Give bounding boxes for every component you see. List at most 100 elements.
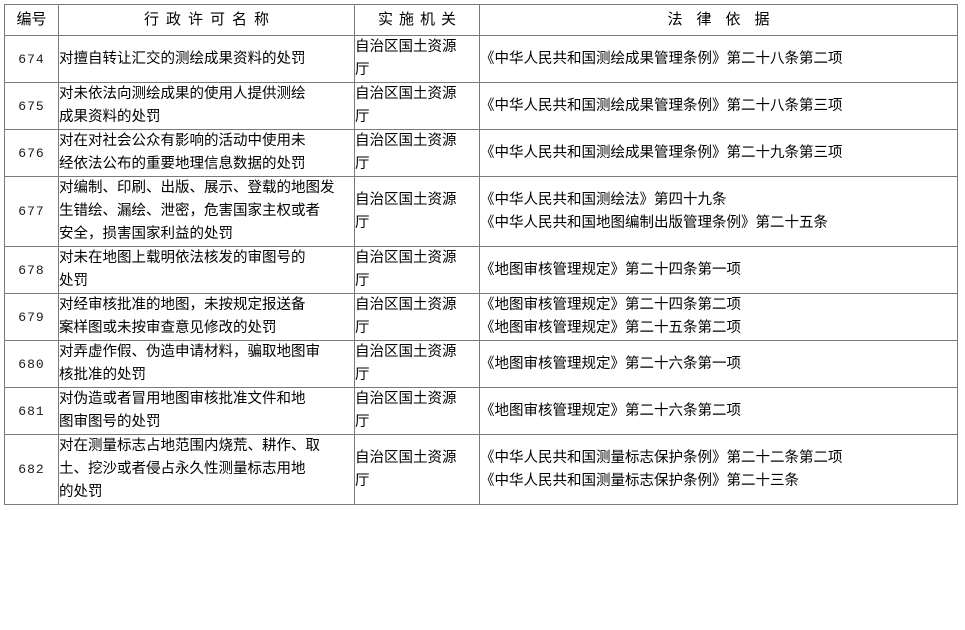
text-line: 对经审核批准的地图，未按规定报送备 [59, 297, 306, 313]
table-row: 682 对在测量标志占地范围内烧荒、耕作、取 土、挖沙或者侵占永久性测量标志用地 的处… [4, 434, 958, 505]
cell-no: 678 [4, 246, 59, 294]
text-line: 厅 [355, 214, 370, 231]
text-line: 的处罚 [59, 484, 103, 500]
text-line: 厅 [355, 367, 370, 383]
text-line: 《地图审核管理规定》第二十六条第一项 [480, 355, 741, 372]
text-line: 对在对社会公众有影响的活动中使用未 [59, 133, 306, 149]
cell-no: 682 [4, 434, 59, 505]
text-line: 核批准的处罚 [59, 367, 146, 383]
text-line: 对编制、印刷、出版、展示、登载的地图发 [59, 180, 335, 196]
cell-implementing-agency: 自治区国土资源厅 [354, 35, 480, 83]
cell-permit-name: 对弄虚作假、伪造申请材料，骗取地图审 核批准的处罚 [58, 340, 355, 388]
text-line: 《中华人民共和国测绘成果管理条例》第二十八条第三项 [480, 97, 843, 114]
cell-permit-name: 对未依法向测绘成果的使用人提供测绘 成果资料的处罚 [58, 82, 355, 130]
text-line: 自治区国土资源 [355, 191, 457, 208]
text-line: 厅 [355, 414, 370, 430]
text-line: 自治区国土资源 [355, 391, 457, 407]
cell-legal-basis: 《地图审核管理规定》第二十四条第二项 《地图审核管理规定》第二十五条第二项 [479, 293, 958, 341]
column-header-org: 实施机关 [354, 4, 480, 36]
table-header-row: 编号 行政许可名称 实施机关 法律依据 [4, 4, 958, 36]
cell-no: 677 [4, 176, 59, 247]
cell-permit-name: 对未在地图上载明依法核发的审图号的 处罚 [58, 246, 355, 294]
table-row: 681 对伪造或者冒用地图审核批准文件和地 图审图号的处罚 自治区国土资源厅《地图审核… [4, 387, 958, 435]
text-line: 对擅自转让汇交的测绘成果资料的处罚 [59, 50, 306, 67]
cell-implementing-agency: 自治区国土资源厅 [354, 434, 480, 505]
cell-permit-name: 对编制、印刷、出版、展示、登载的地图发 生错绘、漏绘、泄密，危害国家主权或者 安全，… [58, 176, 355, 247]
table-header: 编号 行政许可名称 实施机关 法律依据 [4, 4, 958, 36]
text-line: 自治区国土资源 [355, 86, 457, 102]
cell-no: 680 [4, 340, 59, 388]
text-line: 《中华人民共和国测量标志保护条例》第二十二条第二项 [480, 449, 843, 466]
cell-implementing-agency: 自治区国土资源厅 [354, 293, 480, 341]
text-line: 成果资料的处罚 [59, 109, 161, 125]
cell-legal-basis: 《中华人民共和国测量标志保护条例》第二十二条第二项 《中华人民共和国测量标志保护条… [479, 434, 958, 505]
text-line: 处罚 [59, 273, 88, 289]
cell-legal-basis: 《中华人民共和国测绘成果管理条例》第二十八条第三项 [479, 82, 958, 130]
text-line: 自治区国土资源 [355, 250, 457, 266]
text-line: 经依法公布的重要地理信息数据的处罚 [59, 156, 306, 172]
text-line: 《中华人民共和国测绘成果管理条例》第二十九条第三项 [480, 144, 843, 161]
cell-legal-basis: 《中华人民共和国测绘成果管理条例》第二十九条第三项 [479, 129, 958, 177]
table-body: 674 对擅自转让汇交的测绘成果资料的处罚 自治区国土资源厅《中华人民共和国测绘成果… [4, 35, 958, 505]
cell-permit-name: 对在对社会公众有影响的活动中使用未 经依法公布的重要地理信息数据的处罚 [58, 129, 355, 177]
text-line: 《中华人民共和国测量标志保护条例》第二十三条 [480, 472, 799, 489]
administrative-permit-table: 编号 行政许可名称 实施机关 法律依据 674 对擅自转让汇交的测绘成果资料的处罚… [4, 4, 958, 505]
cell-permit-name: 对擅自转让汇交的测绘成果资料的处罚 [58, 35, 355, 83]
cell-implementing-agency: 自治区国土资源厅 [354, 129, 480, 177]
text-line: 《地图审核管理规定》第二十四条第一项 [480, 261, 741, 278]
text-line: 自治区国土资源 [355, 344, 457, 360]
column-header-law: 法律依据 [479, 4, 958, 36]
text-line: 图审图号的处罚 [59, 414, 161, 430]
cell-legal-basis: 《地图审核管理规定》第二十六条第二项 [479, 387, 958, 435]
table-row: 674 对擅自转让汇交的测绘成果资料的处罚 自治区国土资源厅《中华人民共和国测绘成果… [4, 35, 958, 83]
cell-no: 681 [4, 387, 59, 435]
cell-permit-name: 对经审核批准的地图，未按规定报送备 案样图或未按审查意见修改的处罚 [58, 293, 355, 341]
text-line: 对在测量标志占地范围内烧荒、耕作、取 [59, 438, 320, 454]
text-line: 《中华人民共和国测绘成果管理条例》第二十八条第二项 [480, 50, 843, 67]
cell-implementing-agency: 自治区国土资源厅 [354, 82, 480, 130]
cell-legal-basis: 《中华人民共和国测绘法》第四十九条 《中华人民共和国地图编制出版管理条例》第二十五… [479, 176, 958, 247]
text-line: 对未在地图上载明依法核发的审图号的 [59, 250, 306, 266]
table-row: 680 对弄虚作假、伪造申请材料，骗取地图审 核批准的处罚 自治区国土资源厅《地图审核… [4, 340, 958, 388]
cell-implementing-agency: 自治区国土资源厅 [354, 340, 480, 388]
table-row: 677 对编制、印刷、出版、展示、登载的地图发 生错绘、漏绘、泄密，危害国家主权或者… [4, 176, 958, 247]
text-line: 生错绘、漏绘、泄密，危害国家主权或者 [59, 203, 320, 219]
text-line: 案样图或未按审查意见修改的处罚 [59, 320, 277, 336]
text-line: 厅 [355, 273, 370, 289]
text-line: 对弄虚作假、伪造申请材料，骗取地图审 [59, 344, 320, 360]
text-line: 厅 [355, 472, 370, 489]
cell-no: 676 [4, 129, 59, 177]
cell-legal-basis: 《地图审核管理规定》第二十六条第一项 [479, 340, 958, 388]
text-line: 自治区国土资源 [355, 297, 457, 313]
cell-implementing-agency: 自治区国土资源厅 [354, 387, 480, 435]
text-line: 安全，损害国家利益的处罚 [59, 226, 233, 242]
table-row: 678 对未在地图上载明依法核发的审图号的 处罚 自治区国土资源厅《地图审核管理规定》… [4, 246, 958, 294]
table-row: 676 对在对社会公众有影响的活动中使用未 经依法公布的重要地理信息数据的处罚 自治区… [4, 129, 958, 177]
column-header-no: 编号 [4, 4, 59, 36]
text-line: 厅 [355, 109, 370, 125]
text-line: 自治区国土资源 [355, 133, 457, 149]
cell-implementing-agency: 自治区国土资源厅 [354, 176, 480, 247]
cell-implementing-agency: 自治区国土资源厅 [354, 246, 480, 294]
text-line: 《中华人民共和国地图编制出版管理条例》第二十五条 [480, 214, 828, 231]
cell-legal-basis: 《中华人民共和国测绘成果管理条例》第二十八条第二项 [479, 35, 958, 83]
text-line: 《地图审核管理规定》第二十四条第二项 [480, 297, 741, 313]
text-line: 《地图审核管理规定》第二十六条第二项 [480, 402, 741, 419]
cell-no: 679 [4, 293, 59, 341]
cell-permit-name: 对在测量标志占地范围内烧荒、耕作、取 土、挖沙或者侵占永久性测量标志用地 的处罚 [58, 434, 355, 505]
text-line: 厅 [355, 320, 370, 336]
text-line: 自治区国土资源 [355, 39, 457, 55]
column-header-name: 行政许可名称 [58, 4, 355, 36]
text-line: 对未依法向测绘成果的使用人提供测绘 [59, 86, 306, 102]
cell-no: 674 [4, 35, 59, 83]
cell-no: 675 [4, 82, 59, 130]
cell-permit-name: 对伪造或者冒用地图审核批准文件和地 图审图号的处罚 [58, 387, 355, 435]
text-line: 厅 [355, 156, 370, 172]
text-line: 对伪造或者冒用地图审核批准文件和地 [59, 391, 306, 407]
text-line: 自治区国土资源 [355, 449, 457, 466]
text-line: 土、挖沙或者侵占永久性测量标志用地 [59, 461, 306, 477]
cell-legal-basis: 《地图审核管理规定》第二十四条第一项 [479, 246, 958, 294]
table-row: 675 对未依法向测绘成果的使用人提供测绘 成果资料的处罚 自治区国土资源厅《中华人民… [4, 82, 958, 130]
text-line: 《地图审核管理规定》第二十五条第二项 [480, 320, 741, 336]
